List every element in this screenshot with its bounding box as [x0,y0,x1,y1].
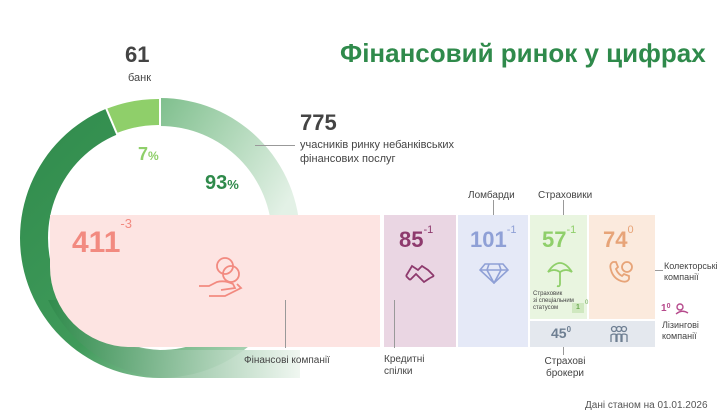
brokers-label: Страхові брокери [544,356,586,379]
bank-ring-segment [104,96,161,136]
phone-icon [609,261,633,283]
pawn-count: 101-1 [470,224,517,252]
credit-panel [384,215,456,347]
people-icon [610,325,628,342]
credit-count: 85-1 [399,224,434,252]
collectors-leader-line [655,270,663,271]
pawn-label: Ломбарди [468,190,515,201]
credit-label: Кредитні спілки [384,354,425,377]
special-insurer-delta: 0 [585,300,589,306]
insurers-count: 57-1 [542,224,577,252]
diamond-icon [479,263,509,284]
nonbank-count: 775 [300,110,337,135]
brokers-panel [530,321,655,347]
insurers-label: Страховики [538,190,593,201]
banks-share: 7% [138,144,159,164]
nonbank-share: 93% [205,172,239,194]
page-title: Фінансовий ринок у цифрах [340,38,706,68]
collectors-count: 740 [603,224,634,252]
ring-bottom-fade [48,300,300,378]
nonbank-label: учасників ринку небанківських фінансових… [300,139,455,165]
insurers-panel [530,215,587,319]
banks-count: 61 [125,42,150,67]
handshake-icon [405,264,435,284]
collectors-label: Колекторські компанії [664,261,718,282]
finance-panel [50,215,380,347]
credit-leader-line [394,300,395,348]
pawn-leader-line [493,200,494,215]
finance-leader-line [285,300,286,348]
brokers-count: 450 [551,325,572,341]
umbrella-icon [547,262,573,288]
leasing-count: 10 [661,303,671,314]
footer-date: Дані станом на 01.01.2026 [585,400,708,411]
leasing-icon [675,303,689,315]
leasing-label: Лізингові компанії [662,320,699,341]
nonbank-leader-line [255,145,295,146]
brokers-leader-line [563,347,564,355]
banks-label: банк [128,72,152,84]
special-insurer-label: Страховик зі спеціальним статусом [533,291,574,311]
finance-label: Фінансові компанії [244,355,330,366]
special-insurer-count: 1 [572,303,584,313]
hand-coins-icon [199,257,243,297]
insurers-leader-line [563,200,564,215]
finance-count: 411-3 [72,216,132,259]
